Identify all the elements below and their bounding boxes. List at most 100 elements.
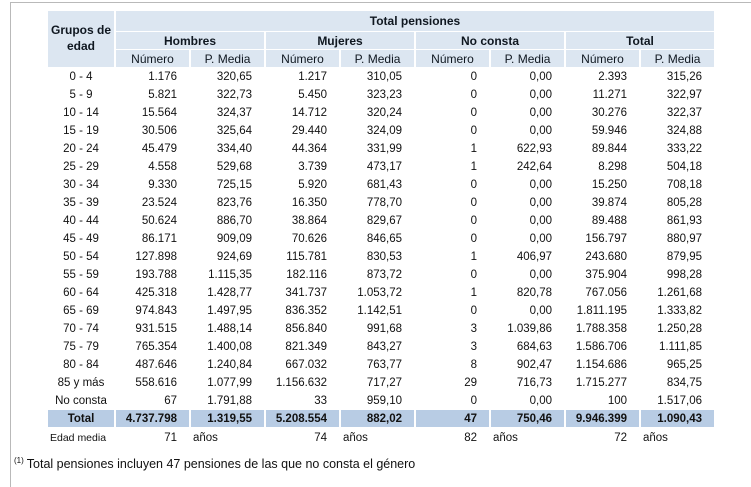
value-cell: 44.364 — [266, 140, 339, 157]
value-cell: 322,73 — [191, 86, 264, 103]
value-cell: 879,95 — [641, 248, 714, 265]
value-cell: 974.843 — [116, 302, 189, 319]
value-cell: 5.821 — [116, 86, 189, 103]
value-cell: 856.840 — [266, 320, 339, 337]
age-group-label: 60 - 64 — [48, 284, 114, 301]
table-row: 75 - 79 765.354 1.400,08 821.349 843,27 3 684,… — [48, 338, 714, 355]
value-cell: 880,97 — [641, 230, 714, 247]
value-cell: 823,76 — [191, 194, 264, 211]
age-group-label: 85 y más — [48, 374, 114, 391]
value-cell: 156.797 — [566, 230, 639, 247]
value-cell: 622,93 — [491, 140, 564, 157]
total-value-cell: 1.319,55 — [191, 410, 264, 427]
average-age-unit: años — [493, 432, 518, 444]
value-cell: 1.156.632 — [266, 374, 339, 391]
value-cell: 39.874 — [566, 194, 639, 211]
value-cell: 1.142,51 — [341, 302, 414, 319]
value-cell: 829,67 — [341, 212, 414, 229]
value-cell: 406,97 — [491, 248, 564, 265]
value-cell: 2.393 — [566, 68, 639, 85]
value-cell: 0,00 — [491, 176, 564, 193]
value-cell: 9.330 — [116, 176, 189, 193]
value-cell: 1.333,82 — [641, 302, 714, 319]
value-cell: 23.524 — [116, 194, 189, 211]
value-cell: 717,27 — [341, 374, 414, 391]
value-cell: 320,65 — [191, 68, 264, 85]
value-cell: 3 — [416, 338, 489, 355]
value-cell: 909,09 — [191, 230, 264, 247]
value-cell: 684,63 — [491, 338, 564, 355]
value-cell: 324,37 — [191, 104, 264, 121]
value-cell: 67 — [116, 392, 189, 409]
value-cell: 70.626 — [266, 230, 339, 247]
average-age-label: Edad media — [50, 432, 107, 444]
average-age-row: Edad media 71 años 74 años 82 años 72 años — [48, 428, 714, 448]
age-group-label: 75 - 79 — [48, 338, 114, 355]
value-cell: 924,69 — [191, 248, 264, 265]
subheader-pmedia: P. Media — [341, 50, 414, 67]
total-value-cell: 1.090,43 — [641, 410, 714, 427]
value-cell: 846,65 — [341, 230, 414, 247]
value-cell: 1.176 — [116, 68, 189, 85]
value-cell: 115.781 — [266, 248, 339, 265]
value-cell: 504,18 — [641, 158, 714, 175]
value-cell: 1.077,99 — [191, 374, 264, 391]
table-title: Total pensiones — [116, 11, 714, 31]
age-group-label: 50 - 54 — [48, 248, 114, 265]
value-cell: 1 — [416, 158, 489, 175]
subheader-pmedia: P. Media — [191, 50, 264, 67]
value-cell: 0 — [416, 230, 489, 247]
value-cell: 333,22 — [641, 140, 714, 157]
age-group-label: 0 - 4 — [48, 68, 114, 85]
value-cell: 8 — [416, 356, 489, 373]
value-cell: 1.497,95 — [191, 302, 264, 319]
value-cell: 873,72 — [341, 266, 414, 283]
value-cell: 15.564 — [116, 104, 189, 121]
value-cell: 4.558 — [116, 158, 189, 175]
value-cell: 1.715.277 — [566, 374, 639, 391]
value-cell: 100 — [566, 392, 639, 409]
table-row: 35 - 39 23.524 823,76 16.350 778,70 0 0,00 39.8… — [48, 194, 714, 211]
average-age-value: 71 — [164, 432, 177, 444]
value-cell: 0,00 — [491, 122, 564, 139]
value-cell: 16.350 — [266, 194, 339, 211]
value-cell: 320,24 — [341, 104, 414, 121]
value-cell: 821.349 — [266, 338, 339, 355]
total-row: Total 4.737.798 1.319,55 5.208.554 882,02 47 7… — [48, 410, 714, 427]
page-left-border — [10, 2, 11, 487]
value-cell: 193.788 — [116, 266, 189, 283]
value-cell: 1.400,08 — [191, 338, 264, 355]
value-cell: 836.352 — [266, 302, 339, 319]
table-row: 40 - 44 50.624 886,70 38.864 829,67 0 0,00 89.4… — [48, 212, 714, 229]
value-cell: 1.154.686 — [566, 356, 639, 373]
value-cell: 0 — [416, 176, 489, 193]
value-cell: 315,26 — [641, 68, 714, 85]
value-cell: 767.056 — [566, 284, 639, 301]
value-cell: 1 — [416, 284, 489, 301]
value-cell: 1.791,88 — [191, 392, 264, 409]
average-age-value: 74 — [314, 432, 327, 444]
value-cell: 1.039,86 — [491, 320, 564, 337]
value-cell: 1.111,85 — [641, 338, 714, 355]
value-cell: 324,09 — [341, 122, 414, 139]
value-cell: 834,75 — [641, 374, 714, 391]
total-value-cell: 882,02 — [341, 410, 414, 427]
total-value-cell: 47 — [416, 410, 489, 427]
value-cell: 331,99 — [341, 140, 414, 157]
value-cell: 820,78 — [491, 284, 564, 301]
age-group-label: 40 - 44 — [48, 212, 114, 229]
value-cell: 765.354 — [116, 338, 189, 355]
value-cell: 89.844 — [566, 140, 639, 157]
page-top-border — [11, 2, 751, 3]
value-cell: 998,28 — [641, 266, 714, 283]
value-cell: 778,70 — [341, 194, 414, 211]
value-cell: 86.171 — [116, 230, 189, 247]
corner-header-grupos-de-edad: Grupos de edad — [48, 11, 114, 67]
value-cell: 30.506 — [116, 122, 189, 139]
value-cell: 0 — [416, 266, 489, 283]
subheader-pmedia: P. Media — [491, 50, 564, 67]
table-row: 10 - 14 15.564 324,37 14.712 320,24 0 0,00 30.2… — [48, 104, 714, 121]
total-row-label: Total — [48, 410, 114, 427]
value-cell: 861,93 — [641, 212, 714, 229]
value-cell: 959,10 — [341, 392, 414, 409]
